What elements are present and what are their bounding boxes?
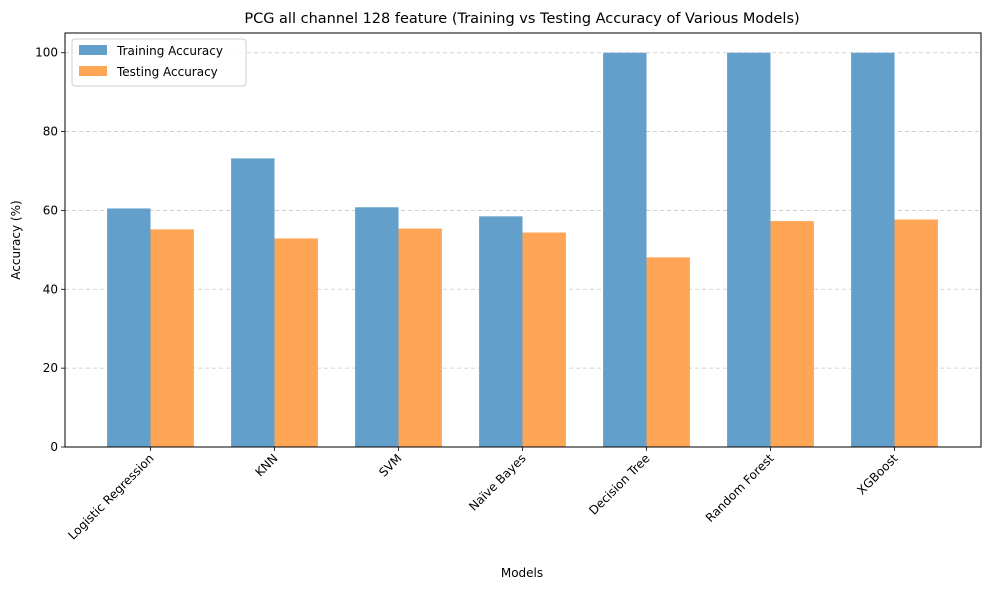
training-bar (603, 52, 647, 447)
x-axis-label: Models (501, 566, 543, 580)
bars (107, 52, 938, 447)
training-bar (479, 216, 523, 447)
training-bar (231, 158, 275, 447)
y-axis-label: Accuracy (%) (9, 200, 23, 279)
chart-title: PCG all channel 128 feature (Training vs… (244, 11, 799, 27)
legend-swatch-testing (79, 66, 107, 76)
legend-box (71, 38, 247, 87)
training-bar (727, 52, 771, 447)
legend-label-testing: Testing Accuracy (116, 65, 218, 79)
testing-bar (150, 229, 194, 447)
legend-swatch-training (79, 45, 107, 55)
y-axis-ticks: 0 20 40 60 80 100 (35, 46, 65, 454)
y-tick-label: 100 (35, 46, 58, 60)
testing-bar (522, 232, 566, 447)
testing-bar (894, 219, 938, 447)
legend: Training Accuracy Testing Accuracy (71, 38, 247, 87)
testing-bar (770, 221, 814, 447)
training-bar (107, 208, 151, 447)
y-tick-label: 20 (43, 361, 58, 375)
training-bar (355, 207, 399, 447)
y-tick-label: 0 (50, 440, 58, 454)
y-tick-label: 60 (43, 203, 58, 217)
testing-bar (398, 228, 442, 447)
training-bar (851, 52, 895, 447)
testing-bar (274, 238, 318, 447)
y-tick-label: 40 (43, 282, 58, 296)
y-tick-label: 80 (43, 125, 58, 139)
legend-label-training: Training Accuracy (116, 44, 223, 58)
testing-bar (646, 257, 690, 447)
plot-frame (64, 32, 982, 448)
